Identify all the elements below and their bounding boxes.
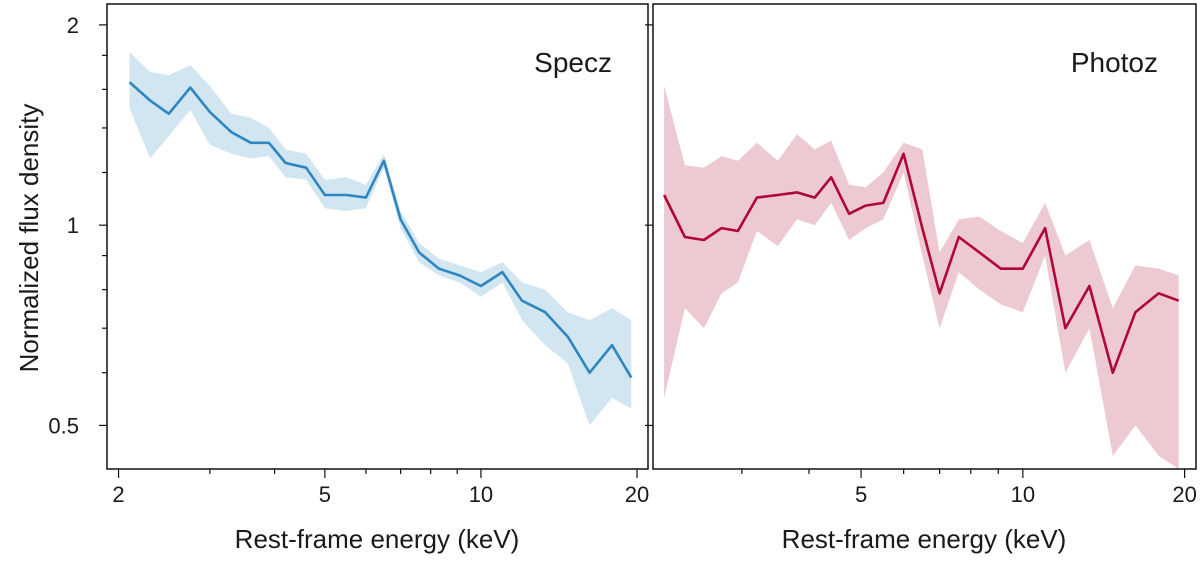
specz-y-tick-label: 1 xyxy=(67,213,79,238)
photoz-plot-frame xyxy=(652,3,1197,470)
specz-x-tick-label: 5 xyxy=(319,482,331,507)
y-axis-label: Normalized flux density xyxy=(14,104,44,373)
specz-y-tick-label: 0.5 xyxy=(48,413,79,438)
photoz-x-axis-label: Rest-frame energy (keV) xyxy=(782,524,1067,554)
specz-x-tick-label: 2 xyxy=(112,482,124,507)
photoz-panel-label: Photoz xyxy=(1071,47,1158,78)
specz-panel: Specz Rest-frame energy (keV) Normalized… xyxy=(14,3,649,554)
specz-plot-frame xyxy=(106,3,649,470)
specz-panel-label: Specz xyxy=(534,47,612,78)
specz-x-tick-label: 10 xyxy=(469,482,493,507)
photoz-series-line xyxy=(662,152,1180,375)
specz-series-line xyxy=(128,81,633,379)
photoz-x-tick-label: 10 xyxy=(1011,482,1035,507)
photoz-uncertainty-band xyxy=(664,85,1179,470)
specz-y-tick-label: 2 xyxy=(67,13,79,38)
photoz-x-tick-label: 20 xyxy=(1172,482,1196,507)
photoz-x-tick-label: 5 xyxy=(855,482,867,507)
photoz-panel: Photoz Rest-frame energy (keV) 5 10 20 xyxy=(645,3,1197,554)
specz-uncertainty-band xyxy=(129,52,632,426)
specz-x-tick-label: 20 xyxy=(625,482,649,507)
specz-x-axis-label: Rest-frame energy (keV) xyxy=(235,524,520,554)
